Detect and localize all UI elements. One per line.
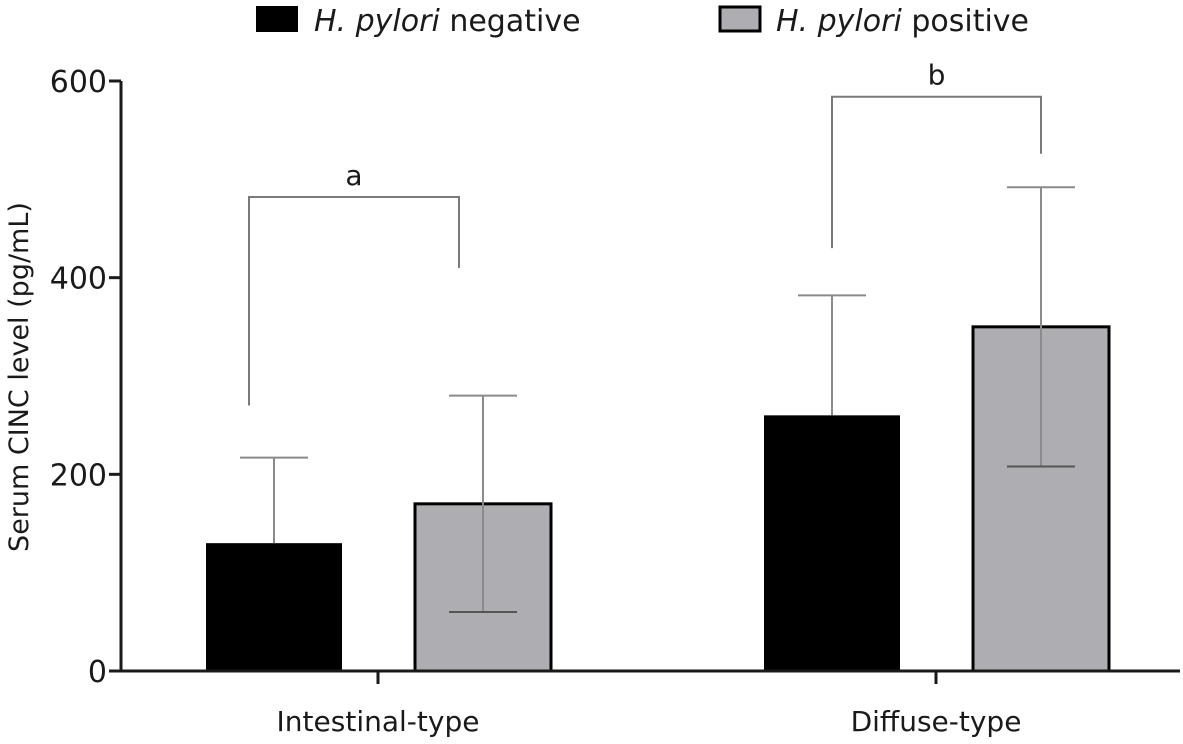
legend-swatch-positive [718, 5, 762, 33]
legend-label-negative: H. pylori negative [314, 4, 581, 39]
legend-suffix-negative: negative [440, 4, 581, 39]
y-tick-label-600: 600 [50, 65, 107, 100]
legend-italic-positive: H. pylori [776, 4, 902, 39]
legend-italic-negative: H. pylori [314, 4, 440, 39]
y-tick-label-400: 400 [50, 262, 107, 297]
legend-swatch-negative [256, 6, 298, 32]
legend: H. pylori negative H. pylori positive [256, 4, 1029, 39]
significance-label-b: b [928, 59, 946, 92]
significance-bracket-b [831, 95, 1042, 249]
bar-intestinal-negative [206, 543, 342, 671]
y-tick-label-200: 200 [50, 458, 107, 493]
significance-label-a: a [345, 159, 362, 192]
bar-diffuse-negative [764, 415, 900, 671]
legend-suffix-positive: positive [902, 4, 1029, 39]
significance-bracket-a [248, 196, 460, 406]
y-tick-label-0: 0 [88, 655, 107, 690]
x-category-label-intestinal: Intestinal-type [277, 705, 480, 738]
chart-marks [206, 95, 1111, 673]
y-axis-title: Serum CINC level (pg/mL) [4, 202, 35, 552]
x-category-label-diffuse: Diffuse-type [851, 705, 1022, 738]
legend-label-positive: H. pylori positive [776, 4, 1029, 39]
axes [109, 79, 1180, 684]
